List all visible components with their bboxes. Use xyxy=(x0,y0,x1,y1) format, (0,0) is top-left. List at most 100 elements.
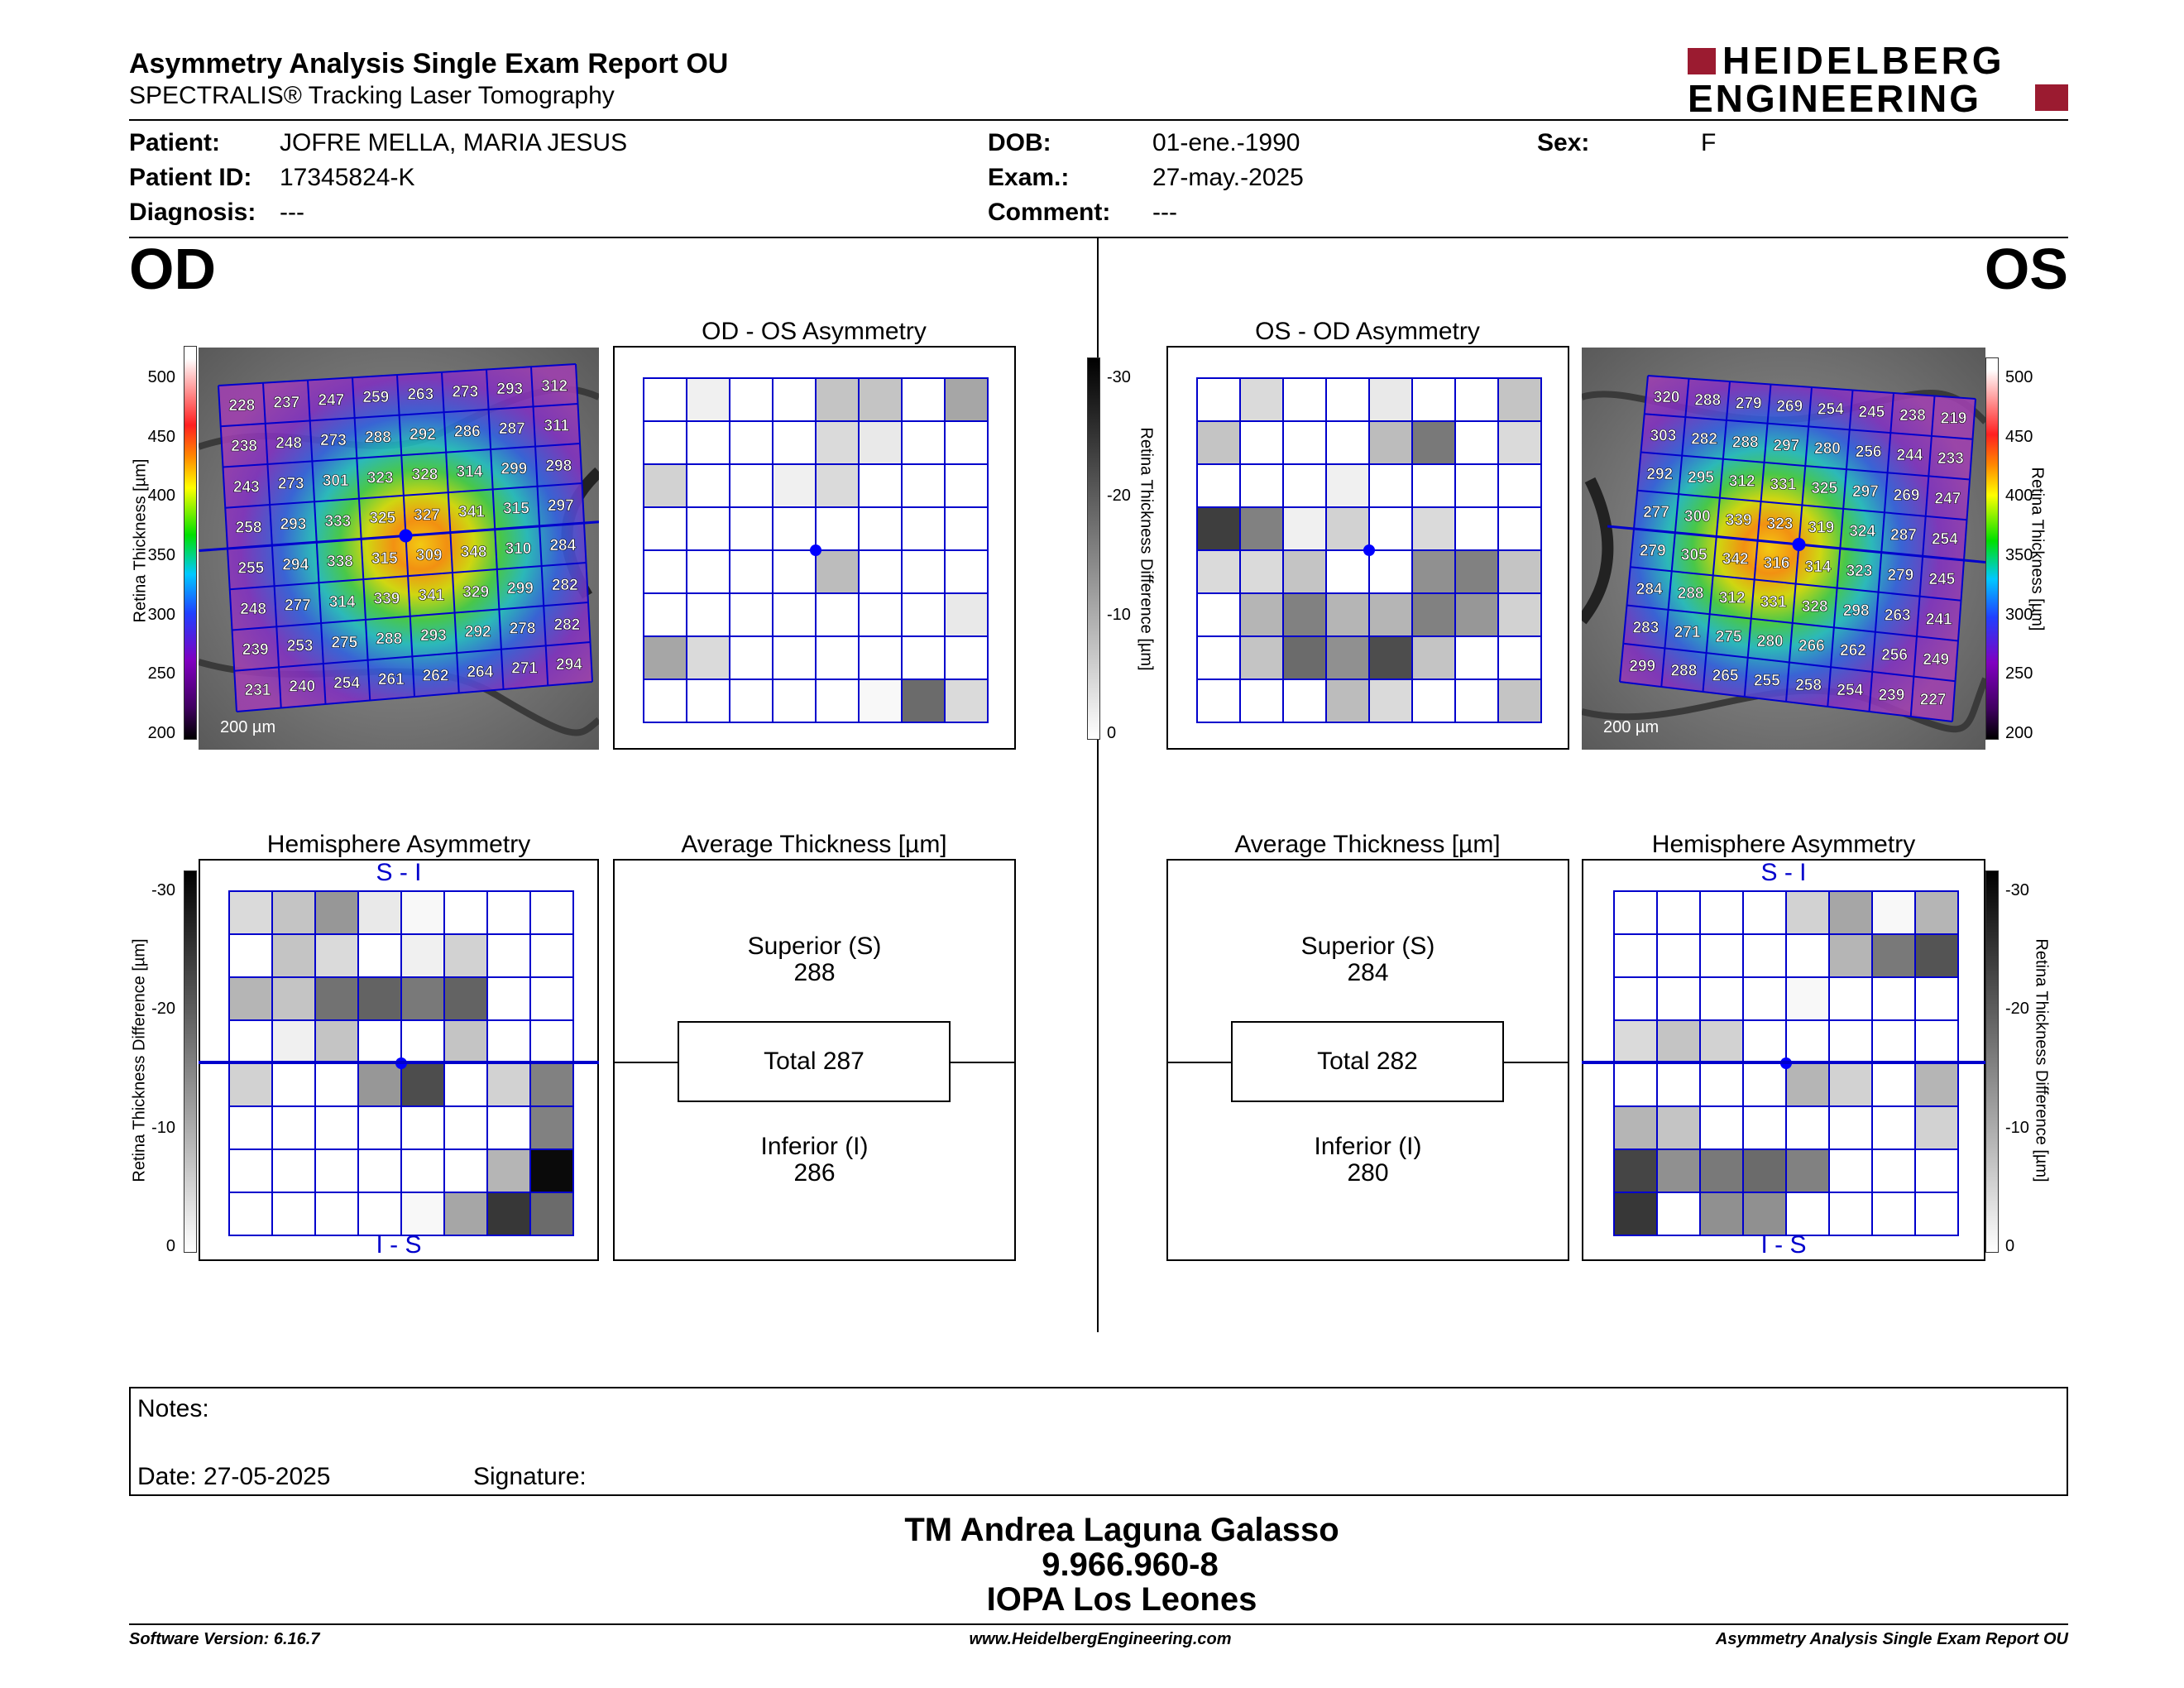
os-asym-cell xyxy=(1239,592,1284,637)
od-hemi-cell xyxy=(228,1062,273,1107)
od-heat-thickness-value: 273 xyxy=(320,432,347,449)
dob-value: 01-ene.-1990 xyxy=(1152,129,1300,156)
os-asym-cell xyxy=(1497,463,1542,508)
od-hemi-cell xyxy=(314,1105,359,1150)
od-scale-label: 200 µm xyxy=(220,718,276,736)
date-label: Date: 27-05-2025 xyxy=(137,1463,331,1490)
os-asym-cell xyxy=(1497,635,1542,680)
os-heat-thickness-value: 269 xyxy=(1894,487,1920,504)
od-hemi-cell xyxy=(314,933,359,978)
od-heat-thickness-value: 310 xyxy=(505,540,532,558)
os-hemi-cell xyxy=(1742,1019,1787,1064)
os-thickness-tick: 300 xyxy=(2005,605,2033,624)
os-hemi-cell xyxy=(1656,890,1701,935)
od-thickness-tick: 400 xyxy=(147,487,175,506)
od-heat-thickness-value: 255 xyxy=(237,560,264,578)
od-asym-cell xyxy=(944,635,989,680)
os-asym-cell xyxy=(1325,549,1370,594)
od-asym-cell xyxy=(901,549,946,594)
center-difference-tick: 0 xyxy=(1107,724,1117,742)
os-heat-thickness-value: 323 xyxy=(1767,516,1794,533)
os-heat-thickness-value: 255 xyxy=(1754,672,1780,689)
os-hemi-cell xyxy=(1828,1019,1873,1064)
eye-divider xyxy=(1097,238,1099,1332)
os-hemi-cell xyxy=(1656,976,1701,1021)
os-hemi-cell xyxy=(1828,890,1873,935)
od-hemi-cell xyxy=(486,890,531,935)
od-heat-thickness-value: 282 xyxy=(552,577,578,594)
od-heat-fovea-dot xyxy=(399,529,413,543)
od-thickness-tick: 250 xyxy=(147,664,175,683)
os-heat-thickness-value: 256 xyxy=(1856,444,1882,461)
od-hemi-cell xyxy=(228,890,273,935)
os-heat-thickness-value: 284 xyxy=(1636,581,1663,598)
od-heat-thickness-value: 293 xyxy=(420,627,447,645)
os-hemi-cell xyxy=(1613,1192,1658,1236)
os-hemi-cell xyxy=(1785,1149,1830,1193)
os-hemi-cell xyxy=(1785,1019,1830,1064)
os-heat-thickness-value: 266 xyxy=(1798,638,1825,655)
os-hemi-cell xyxy=(1613,1105,1658,1150)
od-heat-thickness-value: 237 xyxy=(274,395,300,412)
os-hemi-cell xyxy=(1699,976,1744,1021)
os-hemi-cell xyxy=(1828,976,1873,1021)
os-asym-cell xyxy=(1454,592,1499,637)
exam-value: 27-may.-2025 xyxy=(1152,164,1304,191)
od-heat-thickness-value: 299 xyxy=(501,460,528,477)
od-asym-cell xyxy=(643,592,687,637)
od-asym-cell xyxy=(944,549,989,594)
os-hemi-cell xyxy=(1871,1062,1916,1107)
od-hemi-cell xyxy=(443,1149,488,1193)
os-hemi-cell xyxy=(1914,1192,1959,1236)
od-asym-cell xyxy=(772,635,817,680)
od-asym-cell xyxy=(643,463,687,508)
od-hemi-cell xyxy=(271,890,316,935)
os-hemi-cell xyxy=(1613,976,1658,1021)
os-fundus-image: 320 288 279 269 254 245 238 219 303 282 288 297 280 2… xyxy=(1582,348,1985,750)
od-heat-thickness-value: 292 xyxy=(410,426,436,444)
os-inferior-label: Inferior (I) xyxy=(1314,1133,1422,1160)
os-hemi-cell xyxy=(1699,890,1744,935)
od-heat-thickness-value: 240 xyxy=(289,679,315,696)
od-heat-thickness-value: 271 xyxy=(511,660,538,678)
os-heat-thickness-value: 247 xyxy=(1935,491,1961,508)
os-heat-thickness-value: 256 xyxy=(1881,647,1908,664)
od-inferior-label: Inferior (I) xyxy=(760,1133,869,1160)
od-asym-cell xyxy=(858,377,903,422)
od-hemi-cell xyxy=(314,976,359,1021)
os-asym-cell xyxy=(1282,635,1327,680)
os-hemi-cell xyxy=(1742,1192,1787,1236)
os-heat-thickness-value: 319 xyxy=(1808,520,1835,537)
os-thickness-tick: 500 xyxy=(2005,368,2033,386)
od-asym-cell xyxy=(729,463,774,508)
od-heat-thickness-value: 329 xyxy=(462,583,489,601)
od-asym-cell xyxy=(901,592,946,637)
od-hemi-cell xyxy=(400,976,445,1021)
os-heat-thickness-value: 303 xyxy=(1650,427,1677,444)
os-asym-cell xyxy=(1497,592,1542,637)
center-difference-axis-label: Retina Thickness Difference [µm] xyxy=(1137,427,1156,671)
os-hemi-tick: -20 xyxy=(2005,1000,2029,1019)
od-asym-cell xyxy=(815,549,860,594)
od-avg-title: Average Thickness [µm] xyxy=(681,831,947,858)
os-inferior-value: 280 xyxy=(1347,1159,1389,1187)
os-asym-cell xyxy=(1411,377,1456,422)
os-asym-cell xyxy=(1368,679,1413,723)
comment-label: Comment: xyxy=(988,199,1111,226)
os-asym-cell xyxy=(1196,506,1241,551)
od-hemi-cell xyxy=(357,1149,402,1193)
os-heat-thickness-value: 254 xyxy=(1818,401,1844,419)
od-heat-thickness-value: 325 xyxy=(369,510,395,527)
os-hemi-cell xyxy=(1871,1149,1916,1193)
os-hemi-cell xyxy=(1828,1105,1873,1150)
os-scale-label: 200 µm xyxy=(1603,718,1660,736)
od-hemi-cell xyxy=(400,890,445,935)
os-superior-value: 284 xyxy=(1347,959,1389,986)
od-hemi-cell xyxy=(529,1019,574,1064)
od-heat-thickness-value: 247 xyxy=(318,391,344,409)
os-heat-thickness-value: 269 xyxy=(1776,398,1803,415)
os-hemi-cell xyxy=(1656,1019,1701,1064)
heidelberg-logo: HEIDELBERG ENGINEERING xyxy=(1688,41,2068,119)
od-hemi-cell xyxy=(486,1192,531,1236)
os-heat-thickness-value: 314 xyxy=(1805,559,1832,576)
